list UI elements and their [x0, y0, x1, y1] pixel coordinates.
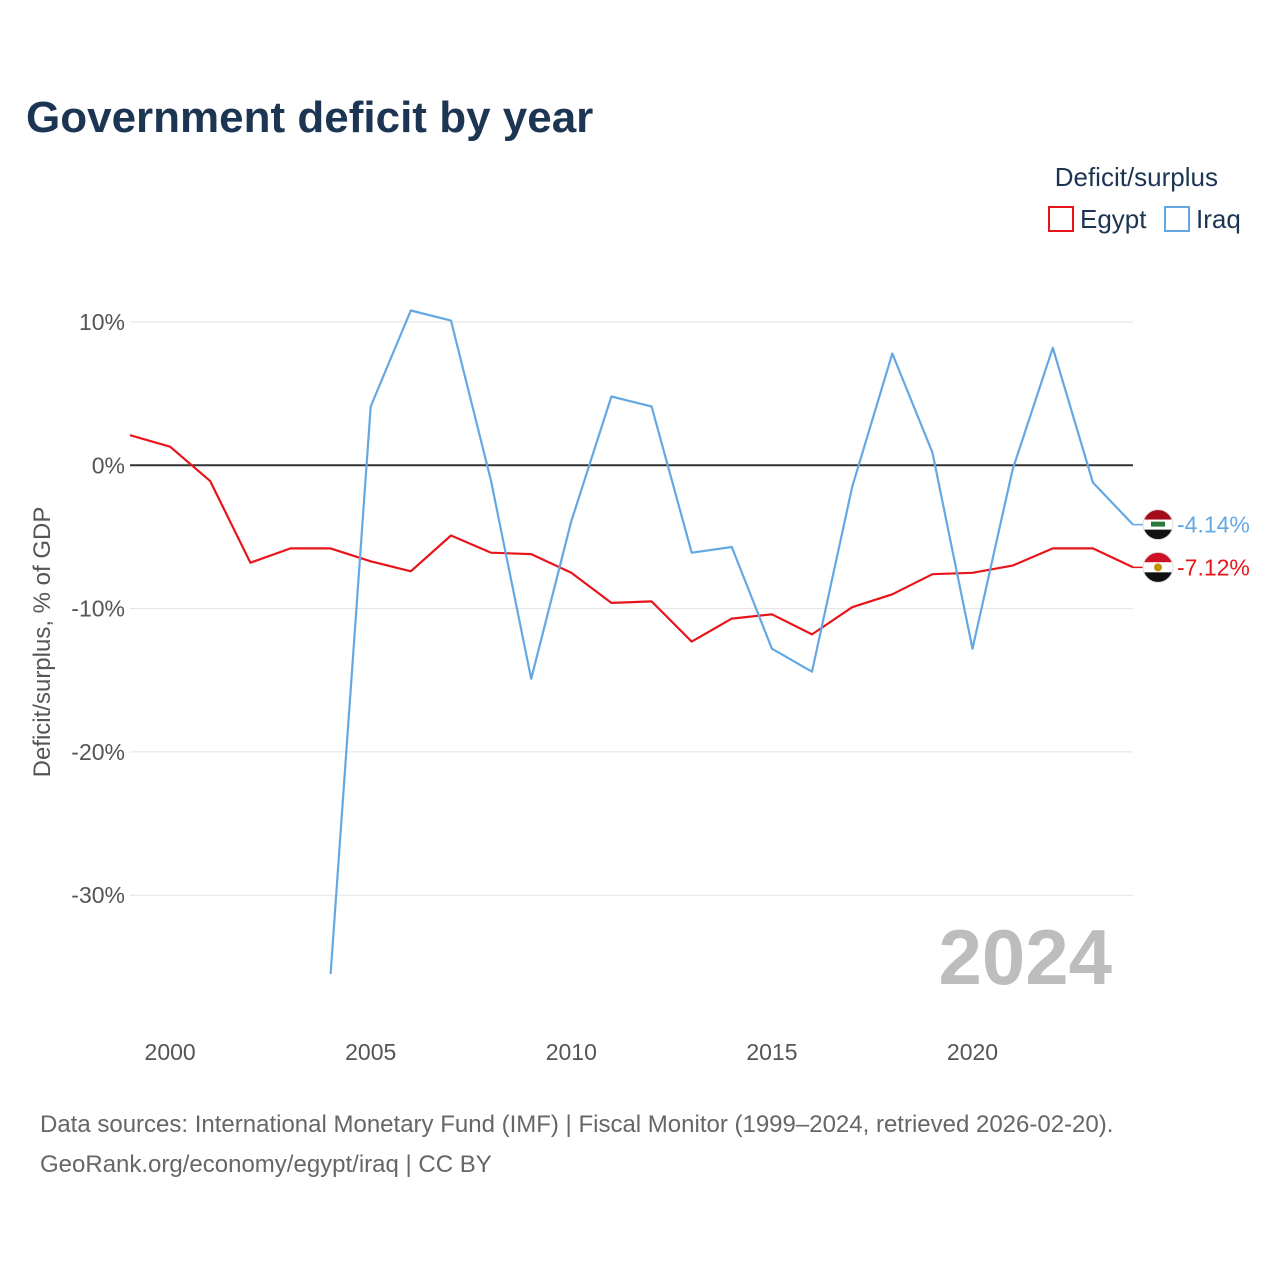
legend-item-egypt[interactable]: Egypt [1048, 204, 1147, 234]
source-line-1: Data sources: International Monetary Fun… [40, 1111, 1113, 1138]
x-tick-label: 2005 [345, 1039, 396, 1065]
legend-item-iraq[interactable]: Iraq [1164, 204, 1241, 234]
x-axis-ticks: 2000 2005 2010 2015 2020 [145, 1039, 999, 1065]
y-tick-label: 0% [92, 452, 125, 478]
series-line-egypt[interactable] [129, 434, 1134, 643]
series-line-iraq[interactable] [329, 309, 1134, 975]
x-tick-label: 2000 [145, 1039, 196, 1065]
legend-swatch-iraq [1164, 206, 1190, 232]
end-label-iraq: -4.14% [1177, 512, 1250, 538]
egypt-flag-icon [1142, 551, 1174, 583]
y-axis-ticks: 10% 0% -10% -20% -30% [71, 309, 125, 908]
x-tick-label: 2020 [947, 1039, 998, 1065]
legend-title: Deficit/surplus [1055, 162, 1218, 192]
end-markers: -7.12% -4.14% [1133, 509, 1250, 583]
y-tick-label: -20% [71, 739, 125, 765]
year-watermark: 2024 [938, 913, 1112, 1001]
legend-swatch-egypt [1048, 206, 1074, 232]
legend: Deficit/surplus Egypt Iraq [1048, 162, 1241, 234]
legend-label-iraq: Iraq [1196, 204, 1241, 234]
y-tick-label: 10% [79, 309, 125, 335]
x-tick-label: 2015 [746, 1039, 797, 1065]
source-line-2[interactable]: GeoRank.org/economy/egypt/iraq | CC BY [40, 1151, 492, 1178]
y-axis-label: Deficit/surplus, % of GDP [29, 507, 56, 778]
y-tick-label: -10% [71, 596, 125, 622]
legend-label-egypt: Egypt [1080, 204, 1147, 234]
y-tick-label: -30% [71, 882, 125, 908]
x-tick-label: 2010 [546, 1039, 597, 1065]
end-label-egypt: -7.12% [1177, 554, 1250, 580]
iraq-flag-icon [1142, 509, 1174, 541]
series-layer [129, 309, 1134, 975]
chart-title: Government deficit by year [26, 93, 593, 142]
